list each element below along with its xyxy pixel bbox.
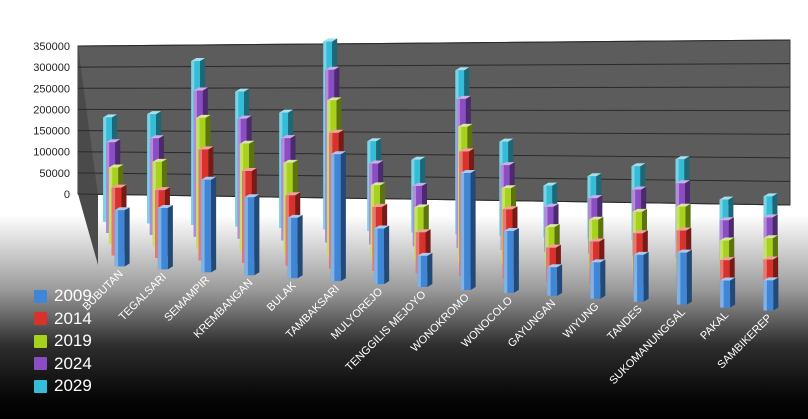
bar [503, 228, 519, 293]
legend-label-2029: 2029 [54, 376, 92, 396]
legend-label-2024: 2024 [54, 353, 92, 373]
legend: 2009 2014 2019 2024 2029 [34, 286, 92, 397]
bar [417, 252, 433, 288]
legend-item-2014: 2014 [34, 309, 92, 330]
legend-label-2019: 2019 [54, 331, 92, 351]
bar [374, 225, 390, 285]
legend-swatch-2009 [34, 289, 47, 303]
bars [103, 38, 779, 311]
legend-swatch-2029 [34, 379, 47, 393]
y-tick-label: 50000 [39, 168, 70, 180]
y-tick-label: 0 [64, 189, 70, 201]
gridline [77, 39, 791, 47]
y-tick-label: 250000 [33, 83, 70, 95]
legend-item-2024: 2024 [34, 354, 92, 375]
y-tick-label: 100000 [33, 147, 70, 159]
bar [590, 259, 606, 299]
x-tick-label: PAKAL [698, 309, 731, 342]
x-tick-label: WIYUNG [561, 300, 601, 340]
legend-label-2009: 2009 [54, 286, 92, 306]
x-tick-label: TANDES [605, 303, 644, 342]
bar [330, 151, 346, 282]
y-tick-label: 200000 [33, 104, 70, 116]
bar [244, 194, 260, 276]
y-axis-tick-labels: 0 50000 100000 150000 200000 250000 300000 3500… [33, 41, 70, 201]
legend-item-2029: 2029 [34, 376, 92, 397]
bar [633, 251, 649, 302]
x-tick-label: SUKOMANUNGGAL [607, 306, 688, 387]
x-tick-label: GAYUNGAN [506, 297, 558, 349]
legend-swatch-2024 [34, 357, 47, 371]
bar [763, 277, 779, 311]
bar [460, 169, 476, 290]
bar [157, 205, 173, 270]
y-tick-label: 300000 [33, 62, 70, 74]
bar [720, 277, 736, 308]
bar [201, 176, 217, 273]
y-tick-label: 350000 [33, 41, 70, 53]
bar [114, 207, 130, 267]
legend-item-2019: 2019 [34, 331, 92, 352]
bar [676, 249, 692, 305]
side-wall [78, 46, 98, 265]
bar [547, 264, 563, 296]
legend-item-2009: 2009 [34, 286, 92, 307]
y-tick-label: 150000 [33, 126, 70, 138]
x-tick-label: BULAK [265, 279, 299, 313]
x-tick-label: SEMAMPIR [162, 274, 212, 324]
legend-swatch-2014 [34, 312, 47, 326]
legend-swatch-2019 [34, 334, 47, 348]
bar [287, 214, 303, 279]
x-tick-label: TENGGILIS MEJOYO [344, 288, 429, 373]
legend-label-2014: 2014 [54, 308, 92, 328]
